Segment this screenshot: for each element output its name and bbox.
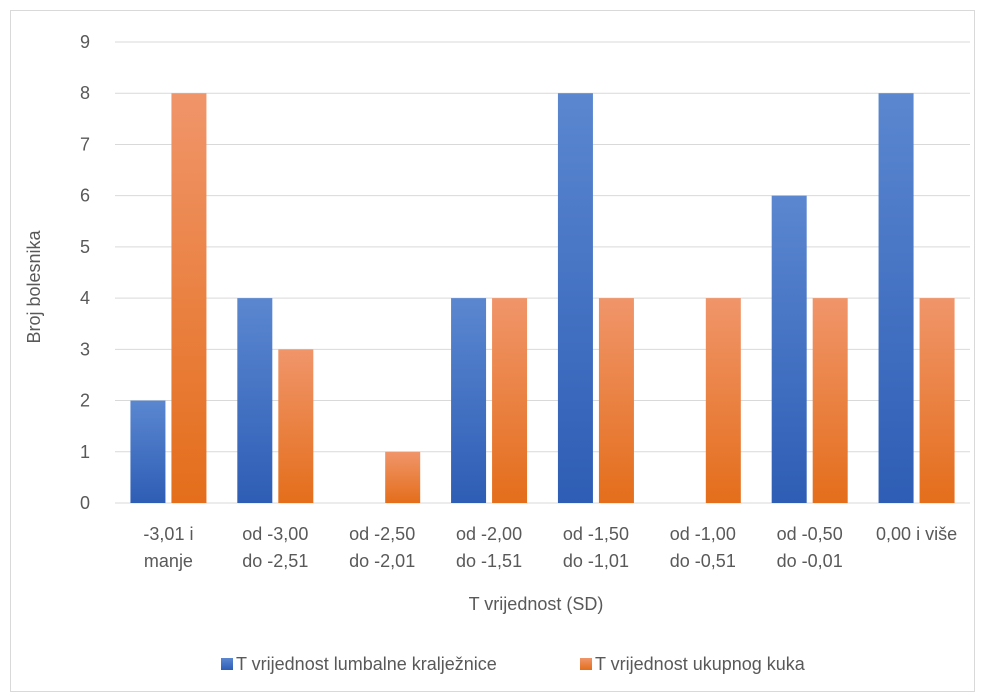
x-tick-label: do -1,01	[563, 551, 629, 571]
x-tick-label: do -1,51	[456, 551, 522, 571]
x-tick-label: od -2,00	[456, 524, 522, 544]
y-tick-label: 5	[80, 237, 90, 257]
legend-swatch-hip	[580, 658, 592, 670]
x-tick-labels: -3,01 i manje od -3,00 do -2,51 od -2,50 do -…	[143, 524, 957, 571]
x-axis-title: T vrijednost (SD)	[469, 594, 604, 614]
y-tick-label: 8	[80, 83, 90, 103]
x-tick-label: od -0,50	[777, 524, 843, 544]
bars	[130, 93, 955, 503]
x-tick-label: manje	[144, 551, 193, 571]
y-axis-title: Broj bolesnika	[24, 229, 44, 343]
x-tick-label: 0,00 i više	[876, 524, 957, 544]
x-tick-label: od -1,00	[670, 524, 736, 544]
bar-hip	[705, 298, 741, 503]
legend: T vrijednost lumbalne kralježnice T vrij…	[221, 654, 806, 674]
y-tick-label: 7	[80, 134, 90, 154]
bar-lumbar	[557, 93, 593, 503]
y-tick-label: 3	[80, 339, 90, 359]
bar-lumbar	[130, 400, 166, 503]
y-tick-label: 1	[80, 442, 90, 462]
y-tick-label: 6	[80, 186, 90, 206]
x-tick-label: od -2,50	[349, 524, 415, 544]
bar-hip	[385, 451, 421, 503]
bar-hip	[278, 349, 314, 503]
legend-label-lumbar: T vrijednost lumbalne kralježnice	[236, 654, 497, 674]
bar-hip	[812, 298, 848, 503]
y-tick-label: 4	[80, 288, 90, 308]
y-tick-label: 9	[80, 32, 90, 52]
x-tick-label: do -0,51	[670, 551, 736, 571]
x-tick-label: od -3,00	[242, 524, 308, 544]
x-tick-label: do -2,51	[242, 551, 308, 571]
y-tick-label: 2	[80, 391, 90, 411]
bar-hip	[919, 298, 955, 503]
bar-lumbar	[451, 298, 487, 503]
x-tick-label: od -1,50	[563, 524, 629, 544]
bar-hip	[171, 93, 207, 503]
bar-lumbar	[237, 298, 273, 503]
bar-lumbar	[878, 93, 914, 503]
legend-label-hip: T vrijednost ukupnog kuka	[595, 654, 806, 674]
bar-hip	[492, 298, 528, 503]
x-tick-label: do -0,01	[777, 551, 843, 571]
bar-lumbar	[771, 195, 807, 503]
y-tick-label: 0	[80, 493, 90, 513]
y-tick-labels: 0 1 2 3 4 5 6 7 8 9	[80, 32, 90, 513]
x-tick-label: -3,01 i	[143, 524, 193, 544]
x-tick-label: do -2,01	[349, 551, 415, 571]
legend-swatch-lumbar	[221, 658, 233, 670]
bar-hip	[598, 298, 634, 503]
